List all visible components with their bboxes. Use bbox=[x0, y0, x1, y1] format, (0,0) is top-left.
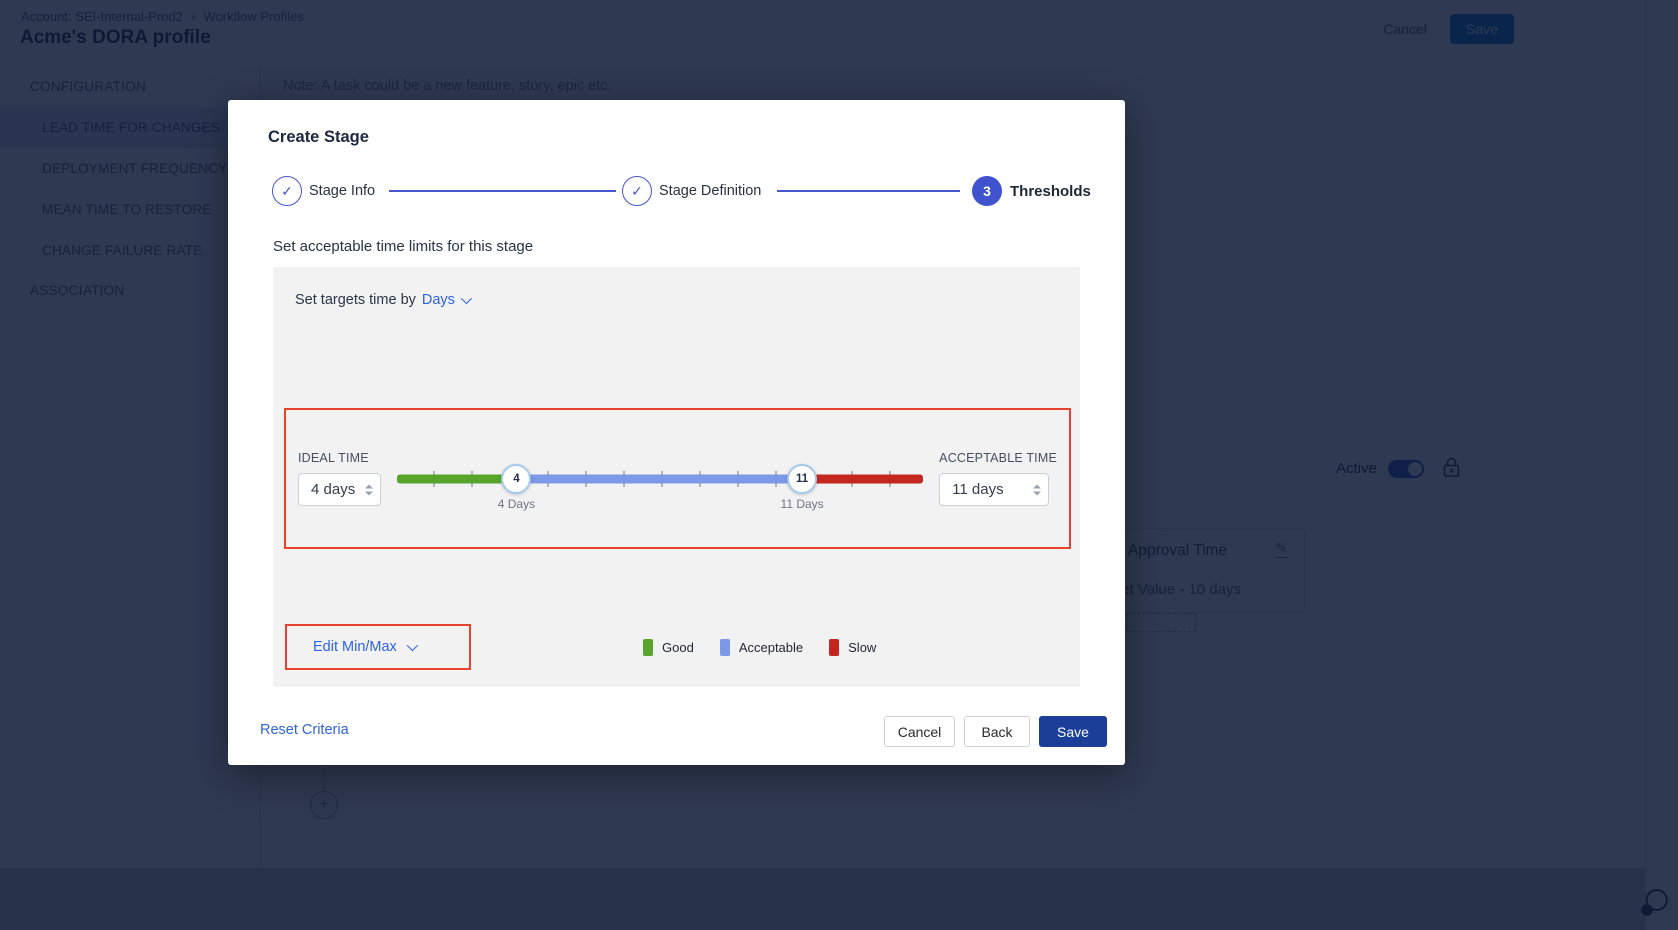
legend-item-acceptable: Acceptable bbox=[719, 638, 804, 656]
chevron-down-icon[interactable] bbox=[460, 292, 473, 305]
stepper-line-1 bbox=[389, 190, 616, 192]
modal-cancel-button[interactable]: Cancel bbox=[884, 716, 955, 747]
slider-segment-good bbox=[397, 474, 517, 483]
step2-check-icon[interactable]: ✓ bbox=[622, 176, 652, 206]
threshold-legend: Good Acceptable Slow bbox=[643, 624, 876, 670]
thresholds-subtitle: Set acceptable time limits for this stag… bbox=[273, 238, 534, 255]
slider-track bbox=[397, 474, 924, 483]
set-targets-label: Set targets time by bbox=[295, 292, 416, 308]
edit-minmax-highlight-box: Edit Min/Max bbox=[285, 624, 471, 670]
slider-segment-acceptable bbox=[516, 474, 803, 483]
acceptable-time-label: ACCEPTABLE TIME bbox=[939, 451, 1057, 465]
acceptable-time-group: ACCEPTABLE TIME bbox=[939, 451, 1057, 506]
acceptable-label: Acceptable bbox=[738, 639, 804, 655]
step3-number-badge[interactable]: 3 bbox=[972, 176, 1002, 206]
legend-item-slow: Slow bbox=[829, 638, 877, 656]
slow-label: Slow bbox=[848, 639, 877, 655]
good-swatch bbox=[643, 638, 653, 656]
modal-back-button[interactable]: Back bbox=[964, 716, 1030, 747]
step1-label[interactable]: Stage Info bbox=[309, 183, 376, 199]
slider-handle-max[interactable]: 11 bbox=[787, 463, 818, 494]
acceptable-time-stepper[interactable] bbox=[1033, 484, 1042, 495]
modal-title: Create Stage bbox=[268, 128, 369, 146]
step2-label[interactable]: Stage Definition bbox=[659, 183, 762, 199]
slider-handle-min[interactable]: 4 bbox=[501, 463, 532, 494]
acceptable-time-input-box bbox=[939, 473, 1050, 506]
step3-label[interactable]: Thresholds bbox=[1010, 183, 1091, 200]
thresholds-panel: Set targets time by Days IDEAL TIME bbox=[273, 267, 1080, 687]
stepper-line-2 bbox=[777, 190, 960, 192]
acceptable-time-input[interactable] bbox=[940, 481, 1049, 498]
good-label: Good bbox=[662, 639, 694, 655]
ideal-time-input-box bbox=[298, 473, 381, 506]
ideal-time-input[interactable] bbox=[299, 481, 380, 498]
edit-minmax-toggle[interactable]: Edit Min/Max bbox=[313, 639, 418, 655]
set-targets-row: Set targets time by Days bbox=[295, 292, 473, 308]
acceptable-swatch bbox=[719, 638, 730, 656]
threshold-highlight-box: IDEAL TIME 4 4 Days 11 bbox=[284, 408, 1071, 549]
reset-criteria-link[interactable]: Reset Criteria bbox=[260, 722, 349, 738]
threshold-slider: 4 4 Days 11 11 Days bbox=[397, 444, 924, 514]
edit-minmax-label: Edit Min/Max bbox=[313, 639, 397, 655]
modal-buttons: Cancel Back Save bbox=[884, 716, 1107, 747]
targets-unit-dropdown[interactable]: Days bbox=[421, 292, 455, 308]
ideal-time-group: IDEAL TIME bbox=[298, 451, 381, 506]
step1-check-icon[interactable]: ✓ bbox=[272, 176, 302, 206]
legend-item-good: Good bbox=[643, 638, 694, 656]
slow-swatch bbox=[829, 638, 840, 656]
slider-handle-max-label: 11 Days bbox=[780, 496, 824, 511]
slider-segment-slow bbox=[802, 474, 924, 483]
ideal-time-stepper[interactable] bbox=[365, 484, 373, 495]
modal-save-button[interactable]: Save bbox=[1039, 716, 1107, 747]
slider-handle-min-label: 4 Days bbox=[497, 496, 536, 511]
ideal-time-label: IDEAL TIME bbox=[298, 451, 369, 465]
create-stage-modal: Create Stage ✓ Stage Info ✓ Stage Defini… bbox=[228, 100, 1125, 765]
chevron-down-icon bbox=[406, 639, 418, 652]
